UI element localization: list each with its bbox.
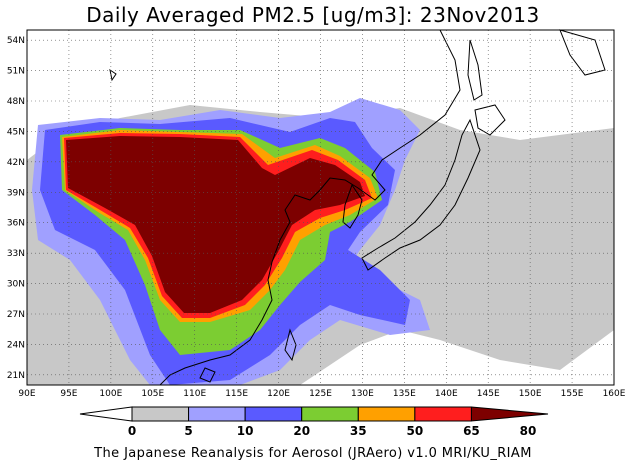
coastline-taiwan: [284, 328, 297, 362]
colorbar-arrow-low: [79, 406, 133, 422]
latitude-labels: 54N 51N 48N 45N 42N 39N 36N 33N 30N 27N 24N 21N: [7, 36, 25, 381]
lat-tick-label: 33N: [7, 249, 25, 259]
coastline-kamchatka: [559, 29, 606, 76]
colorbar-segment: [301, 406, 359, 422]
colorbar-level-label: 10: [237, 424, 254, 438]
coastline-japan: [361, 118, 481, 271]
lat-tick-label: 30N: [7, 280, 25, 290]
map-title: Daily Averaged PM2.5 [ug/m3]: 23Nov2013: [86, 3, 540, 27]
colorbar-segment: [357, 406, 416, 422]
lat-tick-label: 27N: [7, 310, 25, 320]
lat-tick-label: 36N: [7, 219, 25, 229]
coastline-hainan: [199, 367, 216, 383]
lat-tick-label: 54N: [7, 36, 25, 46]
lon-tick-label: 100E: [99, 389, 122, 399]
lon-tick-label: 150E: [519, 389, 542, 399]
lat-tick-label: 45N: [7, 127, 25, 137]
contour-darkred: [66, 136, 365, 313]
coastline-sakhalin: [467, 39, 483, 101]
coastlines: [109, 29, 606, 386]
plot-frame: [26, 29, 615, 386]
colorbar-level-label: 20: [293, 424, 310, 438]
lon-tick-label: 145E: [477, 389, 500, 399]
lat-tick-label: 51N: [7, 67, 25, 77]
lat-tick-label: 48N: [7, 97, 25, 107]
lat-tick-label: 24N: [7, 340, 25, 350]
lon-tick-label: 160E: [603, 389, 626, 399]
lon-tick-label: 135E: [393, 389, 416, 399]
coastline-asia: [159, 29, 461, 386]
lon-tick-label: 120E: [267, 389, 290, 399]
lon-tick-label: 95E: [60, 389, 77, 399]
lon-tick-label: 125E: [309, 389, 332, 399]
lon-tick-label: 130E: [351, 389, 374, 399]
lon-tick-label: 140E: [435, 389, 458, 399]
lon-tick-label: 110E: [183, 389, 206, 399]
longitude-labels: 90E 95E 100E 105E 110E 115E 120E 125E 130E 135E 14…: [18, 389, 625, 399]
colorbar-level-label: 35: [350, 424, 367, 438]
lon-tick-label: 155E: [561, 389, 584, 399]
lon-tick-label: 115E: [225, 389, 248, 399]
colorbar: 0 5 10 20 35 50 65 80: [79, 406, 549, 438]
colorbar-segment: [244, 406, 303, 422]
contour-field: [27, 30, 614, 385]
lon-tick-label: 90E: [18, 389, 35, 399]
colorbar-segment: [188, 406, 246, 422]
colorbar-level-label: 65: [463, 424, 480, 438]
colorbar-level-label: 5: [184, 424, 192, 438]
coastline-korea: [342, 183, 363, 229]
colorbar-segment: [131, 406, 190, 422]
colorbar-level-label: 0: [128, 424, 136, 438]
coastline-hokkaido: [474, 104, 506, 136]
colorbar-arrow-high: [470, 406, 549, 422]
lat-tick-label: 39N: [7, 188, 25, 198]
lat-tick-label: 42N: [7, 158, 25, 168]
colorbar-segment: [414, 406, 472, 422]
footer-credit: The Japanese Reanalysis for Aerosol (JRA…: [94, 446, 532, 461]
lat-tick-label: 21N: [7, 371, 25, 381]
colorbar-level-label: 50: [407, 424, 424, 438]
lon-tick-label: 105E: [141, 389, 164, 399]
colorbar-level-label: 80: [520, 424, 537, 438]
